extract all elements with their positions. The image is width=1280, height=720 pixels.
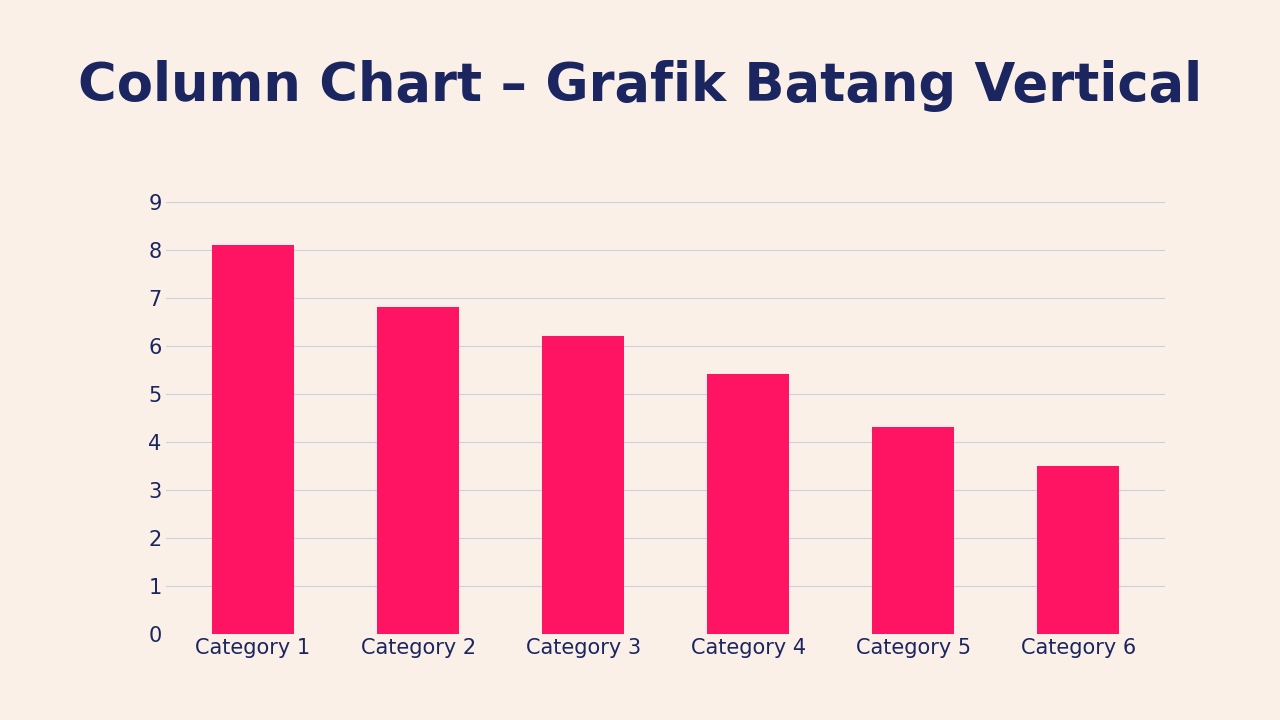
Bar (1037, 466, 1120, 634)
Bar (707, 374, 790, 634)
Bar (872, 427, 955, 634)
Bar (541, 336, 625, 634)
Bar (376, 307, 460, 634)
Text: Column Chart – Grafik Batang Vertical: Column Chart – Grafik Batang Vertical (78, 60, 1202, 112)
Bar (211, 245, 294, 634)
